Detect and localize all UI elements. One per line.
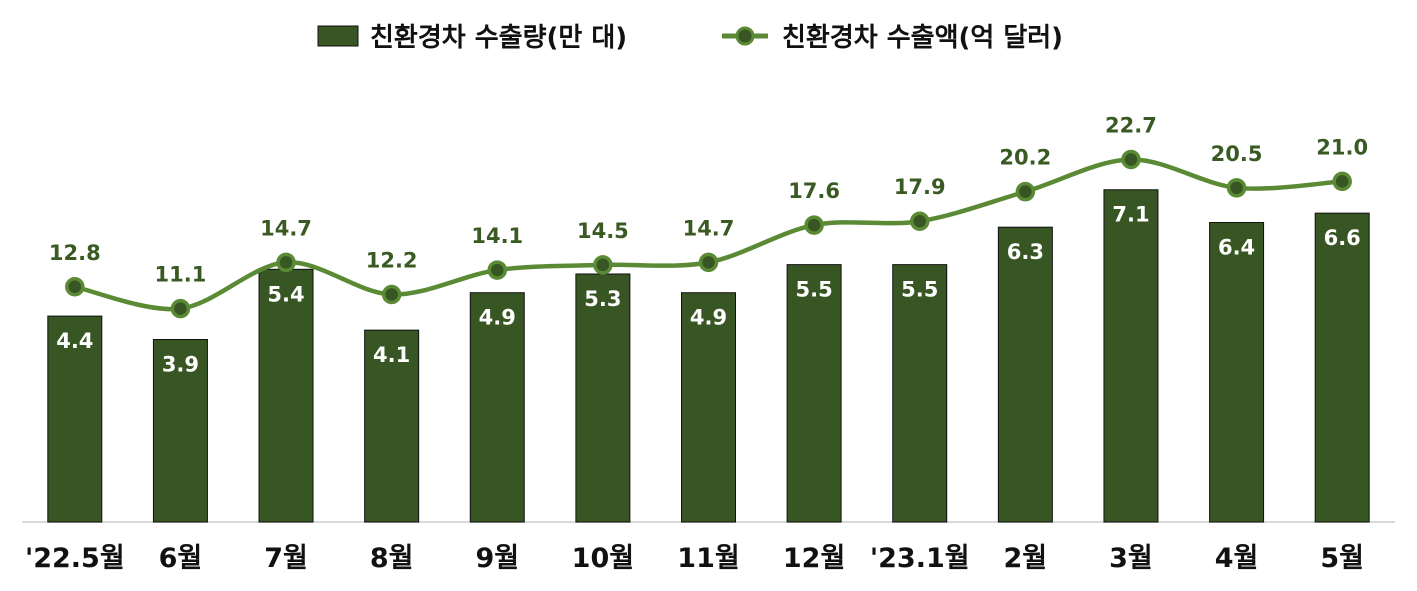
- x-tick-label: 7월: [264, 543, 308, 574]
- line-marker: [487, 260, 508, 280]
- x-tick-label: 11월: [677, 543, 739, 574]
- x-tick-label: 10월: [572, 543, 634, 574]
- line-value-label: 17.9: [894, 175, 946, 199]
- x-tick-label: 4월: [1215, 543, 1259, 574]
- bar: [892, 264, 948, 523]
- line-data-labels: 12.8 11.1 14.7 12.2 14.1 14.5 14.7 17.6 17.9 20.2…: [49, 114, 1368, 287]
- bar: [1314, 212, 1370, 523]
- legend-label-export-value: 친환경차 수출액(억 달러): [782, 23, 1063, 53]
- bar-value-label: 5.3: [584, 287, 621, 311]
- line-marker: [1121, 149, 1141, 170]
- line-value-label: 17.6: [788, 179, 840, 203]
- x-tick-label: 8월: [370, 543, 414, 574]
- legend: 친환경차 수출량(만 대) 친환경차 수출액(억 달러): [317, 23, 1063, 53]
- line-marker: [593, 255, 613, 275]
- bar-value-label: 5.4: [267, 282, 304, 306]
- bar: [364, 329, 420, 523]
- bar-value-label: 6.3: [1007, 240, 1044, 264]
- line-marker: [65, 277, 85, 297]
- line-marker: [1226, 178, 1247, 198]
- bar-value-label: 3.9: [162, 352, 199, 376]
- line-marker: [170, 298, 191, 319]
- bar-value-label: 6.4: [1218, 236, 1255, 260]
- bar-value-label: 4.1: [373, 343, 410, 367]
- bar: [469, 292, 525, 523]
- line-value-label: 14.7: [683, 216, 735, 240]
- line-value-label: 11.1: [155, 263, 207, 287]
- line-value-label: 12.2: [366, 248, 418, 272]
- bar-value-label: 4.4: [56, 329, 93, 353]
- x-tick-label: 2월: [1004, 543, 1048, 574]
- x-tick-label: '23.1월: [870, 543, 970, 574]
- bar-value-label: 4.9: [479, 306, 516, 330]
- bar-value-label: 4.9: [690, 306, 727, 330]
- bar: [997, 226, 1053, 523]
- line-marker: [276, 252, 296, 273]
- x-tick-label: 12월: [783, 543, 845, 574]
- bar: [786, 264, 842, 523]
- line-marker: [698, 252, 719, 273]
- line-value-label: 14.1: [471, 224, 523, 248]
- bar: [47, 315, 103, 523]
- line-value-label: 14.5: [577, 219, 629, 243]
- bar-value-label: 7.1: [1112, 203, 1149, 227]
- bar: [152, 338, 208, 523]
- x-tick-label: '22.5월: [25, 543, 125, 574]
- x-tick-label: 6월: [159, 543, 203, 574]
- line-value-label: 21.0: [1316, 135, 1368, 159]
- bar: [1209, 222, 1265, 523]
- bar-data-labels: 4.4 3.9 5.4 4.1 4.9 5.3 4.9 5.5 5.5 6.3 7.1 6.4 6.6: [56, 203, 1361, 377]
- legend-label-export-volume: 친환경차 수출량(만 대): [370, 23, 627, 53]
- x-tick-label: 5월: [1320, 543, 1364, 574]
- bar: [1103, 189, 1159, 523]
- bar: [258, 268, 314, 523]
- line-marker: [1015, 181, 1036, 202]
- line-markers: [65, 149, 1352, 319]
- x-tick-label: 3월: [1109, 543, 1153, 574]
- line-marker: [909, 211, 930, 231]
- x-tick-label: 9월: [475, 543, 519, 574]
- bar: [575, 273, 631, 523]
- line-value-label: 20.5: [1211, 142, 1263, 166]
- line-value-label: 22.7: [1105, 114, 1157, 138]
- line-marker: [804, 215, 824, 235]
- legend-marker-export-value: [735, 26, 755, 46]
- bar-value-label: 5.5: [901, 278, 938, 302]
- bar-value-label: 6.6: [1324, 226, 1361, 250]
- bar-series: [47, 189, 1370, 523]
- bar-value-label: 5.5: [796, 278, 833, 302]
- x-axis-labels: '22.5월 6월 7월 8월 9월 10월 11월 12월 '23.1월 2월 3월 4월 5월: [25, 543, 1364, 574]
- line-value-label: 14.7: [260, 216, 312, 240]
- line-value-label: 20.2: [999, 146, 1051, 170]
- legend-swatch-export-volume: [317, 25, 359, 47]
- line-value-label: 12.8: [49, 241, 101, 265]
- line-marker: [1332, 171, 1352, 192]
- bar: [681, 292, 736, 523]
- line-marker: [381, 284, 402, 305]
